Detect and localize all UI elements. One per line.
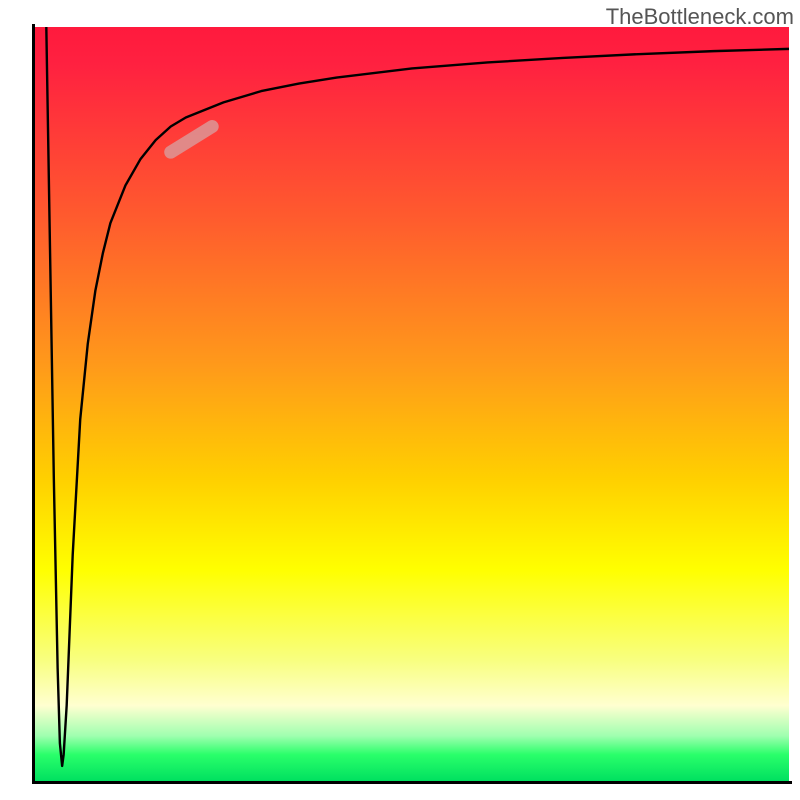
main-curve bbox=[46, 27, 789, 766]
highlight-marker bbox=[171, 127, 212, 153]
chart-container: TheBottleneck.com bbox=[0, 0, 800, 800]
chart-svg bbox=[0, 0, 800, 800]
